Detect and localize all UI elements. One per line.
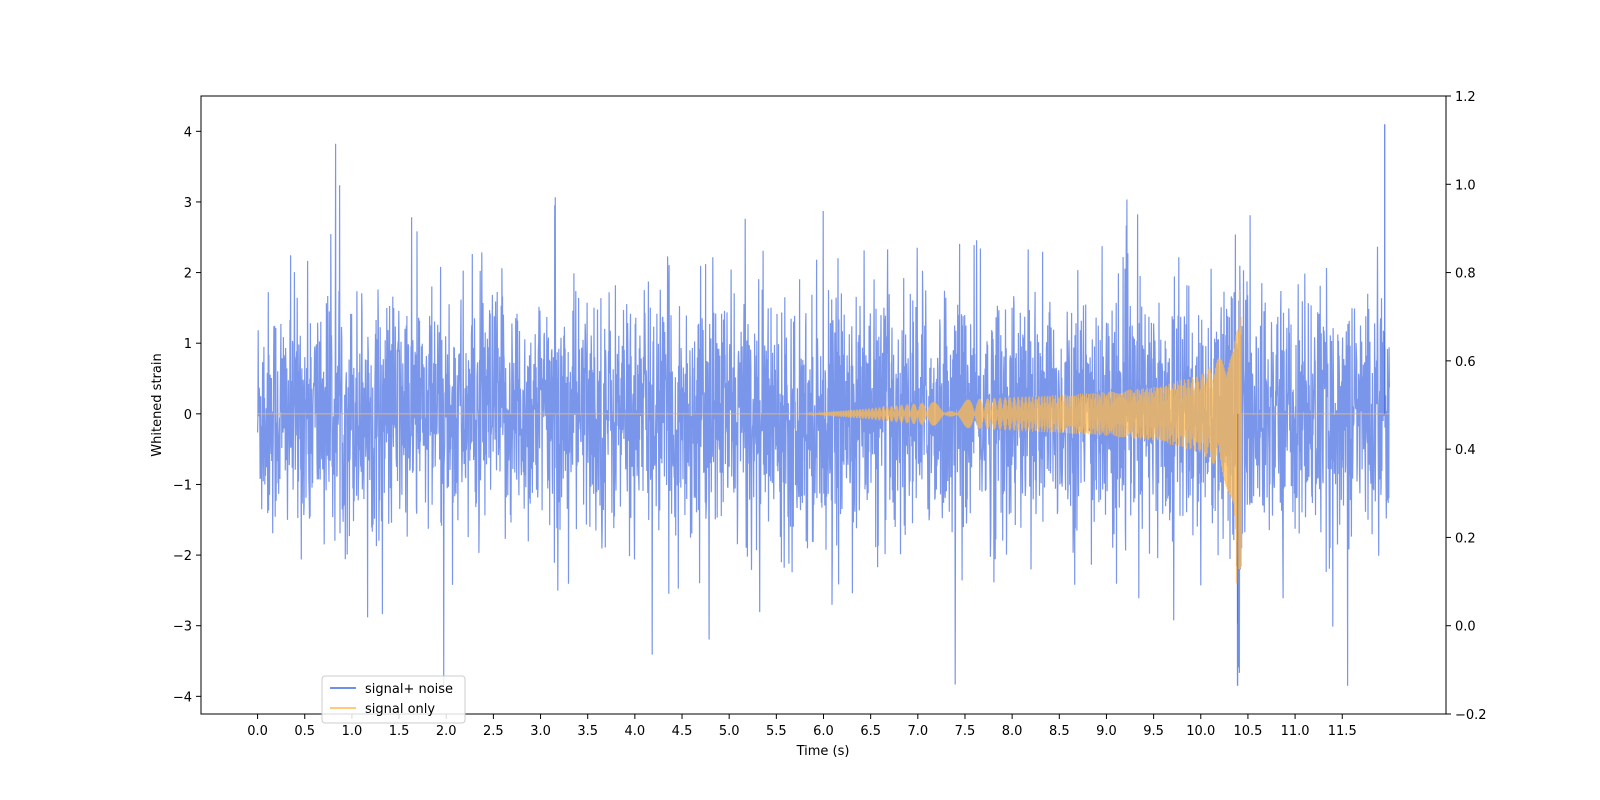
- y-tick-label: 2: [184, 267, 192, 282]
- x-tick-label: 7.5: [955, 724, 976, 739]
- y-tick-label: 4: [184, 125, 192, 140]
- y2-tick-label: 1.0: [1455, 178, 1476, 193]
- y2-tick-label: 0.2: [1455, 531, 1476, 546]
- x-tick-label: 2.0: [436, 724, 457, 739]
- y2-axis: −0.2 0.0 0.2 0.4 0.6 0.8 1.0 1.2: [1446, 90, 1487, 723]
- x-tick-label: 11.5: [1328, 724, 1357, 739]
- x-tick-label: 0.0: [247, 724, 268, 739]
- x-tick-label: 10.0: [1186, 724, 1215, 739]
- series-layer: [257, 124, 1390, 686]
- legend-frame: [321, 675, 466, 724]
- y-tick-label: −3: [173, 620, 192, 635]
- x-tick-label: 0.5: [294, 724, 315, 739]
- x-tick-label: 4.5: [672, 724, 693, 739]
- y-tick-label: 3: [184, 196, 192, 211]
- x-tick-label: 9.0: [1096, 724, 1117, 739]
- x-axis-label: Time (s): [796, 744, 850, 759]
- x-axis: 0.0 0.5 1.0 1.5 2.0 2.5 3.0 3.5 4.0 4.5 5.0 5.5 6.0 6…: [247, 714, 1357, 739]
- x-tick-label: 6.0: [813, 724, 834, 739]
- x-tick-label: 10.5: [1233, 724, 1262, 739]
- y2-tick-label: 0.4: [1455, 443, 1476, 458]
- series-line-signal-only: [257, 316, 1390, 570]
- y-axis-label: Whitened strain: [150, 353, 165, 456]
- x-tick-label: 3.0: [530, 724, 551, 739]
- y2-tick-label: 0.8: [1455, 267, 1476, 282]
- y2-tick-label: 0.6: [1455, 355, 1476, 370]
- x-tick-label: 4.0: [625, 724, 646, 739]
- y-tick-label: −1: [173, 478, 192, 493]
- legend-label-signal-only: signal only: [365, 702, 435, 717]
- x-tick-label: 8.0: [1002, 724, 1023, 739]
- x-tick-label: 2.5: [483, 724, 504, 739]
- y2-tick-label: −0.2: [1455, 708, 1487, 723]
- x-tick-label: 11.0: [1281, 724, 1310, 739]
- x-tick-label: 1.0: [342, 724, 363, 739]
- legend-label-signal-noise: signal+ noise: [365, 682, 453, 697]
- y2-tick-label: 1.2: [1455, 90, 1476, 105]
- x-tick-label: 5.0: [719, 724, 740, 739]
- x-tick-label: 6.5: [860, 724, 881, 739]
- legend: signal+ noise signal only: [321, 675, 466, 724]
- y-tick-label: −2: [173, 549, 192, 564]
- y-tick-label: 0: [184, 408, 192, 423]
- x-tick-label: 7.0: [907, 724, 928, 739]
- x-tick-label: 5.5: [766, 724, 787, 739]
- y-axis: −4 −3 −2 −1 0 1 2 3 4: [173, 125, 201, 705]
- x-tick-label: 8.5: [1049, 724, 1070, 739]
- y-tick-label: −4: [173, 690, 192, 705]
- x-tick-label: 1.5: [389, 724, 410, 739]
- y2-tick-label: 0.0: [1455, 620, 1476, 635]
- y-tick-label: 1: [184, 337, 192, 352]
- x-tick-label: 3.5: [577, 724, 598, 739]
- x-tick-label: 9.5: [1143, 724, 1164, 739]
